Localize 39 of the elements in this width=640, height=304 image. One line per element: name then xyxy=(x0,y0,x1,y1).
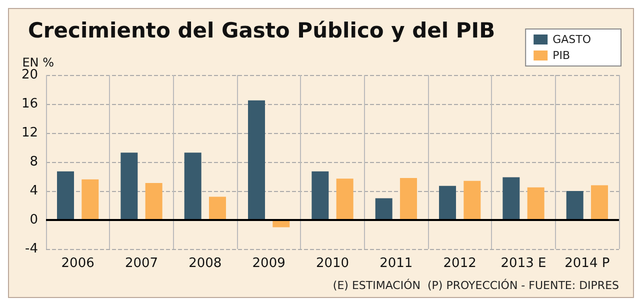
legend-label: GASTO xyxy=(552,33,592,46)
y-tick-label: 12 xyxy=(21,126,38,140)
x-tick-label: 2012 xyxy=(443,256,476,271)
x-tick-label: 2013 E xyxy=(500,256,546,271)
y-axis-title: EN % xyxy=(22,56,54,70)
bar xyxy=(439,186,456,220)
y-tick-label: 20 xyxy=(21,68,38,82)
x-tick-label: 2007 xyxy=(124,256,158,271)
bar xyxy=(184,152,202,220)
x-tick-label: 2006 xyxy=(61,256,94,271)
bar xyxy=(590,185,608,220)
y-tick-label: -4 xyxy=(25,242,38,256)
bar xyxy=(120,152,138,220)
bar xyxy=(400,178,417,220)
bar xyxy=(208,196,226,220)
bar xyxy=(272,220,290,228)
bar xyxy=(527,187,544,220)
x-tick-label: 2008 xyxy=(188,256,222,271)
x-tick-label: 2010 xyxy=(316,256,350,271)
bar xyxy=(336,178,354,220)
bar xyxy=(82,179,99,220)
text: (E) ESTIMACIÓN (P) PROYECCIÓN - FUENTE: DIPRES xyxy=(332,278,620,292)
bar xyxy=(312,171,329,220)
y-tick-label: 16 xyxy=(21,96,38,112)
bar xyxy=(566,191,584,220)
legend-label: PIB xyxy=(552,49,570,62)
x-tick-label: 2009 xyxy=(252,256,286,271)
bar xyxy=(145,183,162,220)
bar xyxy=(502,177,520,220)
bar xyxy=(375,198,392,220)
chart-title: Crecimiento del Gasto Público y del PIB xyxy=(28,18,496,42)
x-tick-label: 2014 P xyxy=(564,256,610,271)
y-tick-label: 0 xyxy=(30,212,38,228)
x-tick-label: 2011 xyxy=(380,256,413,271)
bar xyxy=(464,180,481,220)
y-tick-label: 4 xyxy=(30,184,38,198)
bar xyxy=(57,171,74,220)
y-tick-label: 8 xyxy=(30,154,38,170)
bar xyxy=(248,100,266,220)
